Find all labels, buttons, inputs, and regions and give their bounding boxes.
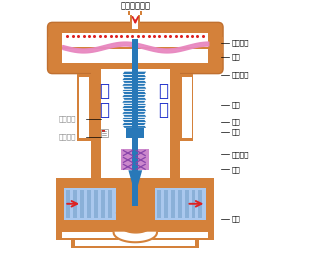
Bar: [77, 74, 91, 141]
Bar: [185, 190, 188, 218]
Bar: [102, 130, 105, 132]
Bar: [62, 33, 208, 47]
Bar: [47, 37, 54, 53]
Polygon shape: [123, 125, 146, 128]
Text: 多
仪: 多 仪: [99, 82, 109, 119]
Text: 膜室下腔: 膜室下腔: [232, 71, 249, 78]
Polygon shape: [123, 72, 146, 74]
Text: 压力信号入口: 压力信号入口: [120, 2, 150, 10]
Bar: [164, 190, 168, 218]
Polygon shape: [123, 74, 146, 77]
Text: 膜片: 膜片: [232, 54, 241, 60]
Text: 行程指针: 行程指针: [58, 116, 76, 122]
Text: 膜室上腔: 膜室上腔: [232, 40, 249, 46]
Bar: [62, 232, 208, 238]
Polygon shape: [123, 83, 146, 86]
Bar: [115, 178, 155, 232]
Text: 弹簧: 弹簧: [232, 102, 241, 108]
Bar: [64, 188, 206, 219]
Text: 密封填料: 密封填料: [232, 151, 249, 158]
Polygon shape: [123, 111, 146, 114]
Bar: [91, 166, 180, 178]
Bar: [101, 69, 170, 166]
Text: 阀座: 阀座: [232, 215, 241, 222]
Polygon shape: [123, 122, 146, 125]
Bar: [66, 190, 70, 218]
Bar: [108, 190, 112, 218]
Bar: [129, 11, 142, 15]
Polygon shape: [123, 117, 146, 119]
Bar: [182, 77, 192, 138]
Polygon shape: [123, 108, 146, 111]
Bar: [87, 190, 91, 218]
Bar: [80, 190, 84, 218]
Bar: [79, 77, 89, 138]
Text: 行程刻度: 行程刻度: [58, 133, 76, 140]
Bar: [126, 128, 144, 138]
Polygon shape: [123, 100, 146, 102]
Bar: [73, 190, 77, 218]
Polygon shape: [129, 170, 142, 195]
Text: 阀杆: 阀杆: [232, 128, 241, 135]
Polygon shape: [123, 119, 146, 122]
Bar: [170, 69, 180, 166]
FancyBboxPatch shape: [47, 22, 223, 74]
Bar: [56, 178, 214, 232]
Bar: [101, 129, 108, 137]
Polygon shape: [123, 102, 146, 105]
Polygon shape: [123, 80, 146, 83]
Polygon shape: [123, 86, 146, 88]
Bar: [121, 148, 149, 170]
Bar: [101, 129, 108, 137]
Bar: [132, 39, 138, 206]
Polygon shape: [123, 105, 146, 108]
Bar: [171, 190, 175, 218]
Bar: [71, 240, 199, 248]
Bar: [62, 49, 208, 63]
Bar: [56, 232, 214, 240]
Text: 阀芯: 阀芯: [232, 166, 241, 173]
Bar: [64, 188, 115, 219]
Bar: [216, 37, 223, 53]
Text: 推杆: 推杆: [232, 119, 241, 125]
Polygon shape: [123, 97, 146, 100]
Bar: [91, 69, 180, 166]
Polygon shape: [115, 213, 155, 226]
Polygon shape: [123, 91, 146, 94]
Bar: [180, 74, 193, 141]
Polygon shape: [123, 94, 146, 97]
Polygon shape: [123, 88, 146, 91]
Bar: [157, 190, 161, 218]
Polygon shape: [123, 77, 146, 80]
Bar: [130, 11, 140, 29]
Text: 阀
门: 阀 门: [158, 82, 168, 119]
Bar: [198, 190, 202, 218]
Bar: [94, 190, 98, 218]
Bar: [101, 190, 105, 218]
Bar: [130, 11, 140, 15]
Polygon shape: [123, 114, 146, 117]
Bar: [132, 11, 138, 29]
Bar: [155, 188, 198, 219]
Bar: [75, 240, 195, 246]
Bar: [192, 190, 195, 218]
Bar: [178, 190, 182, 218]
Bar: [101, 166, 170, 178]
Polygon shape: [114, 232, 157, 242]
Bar: [91, 69, 101, 166]
